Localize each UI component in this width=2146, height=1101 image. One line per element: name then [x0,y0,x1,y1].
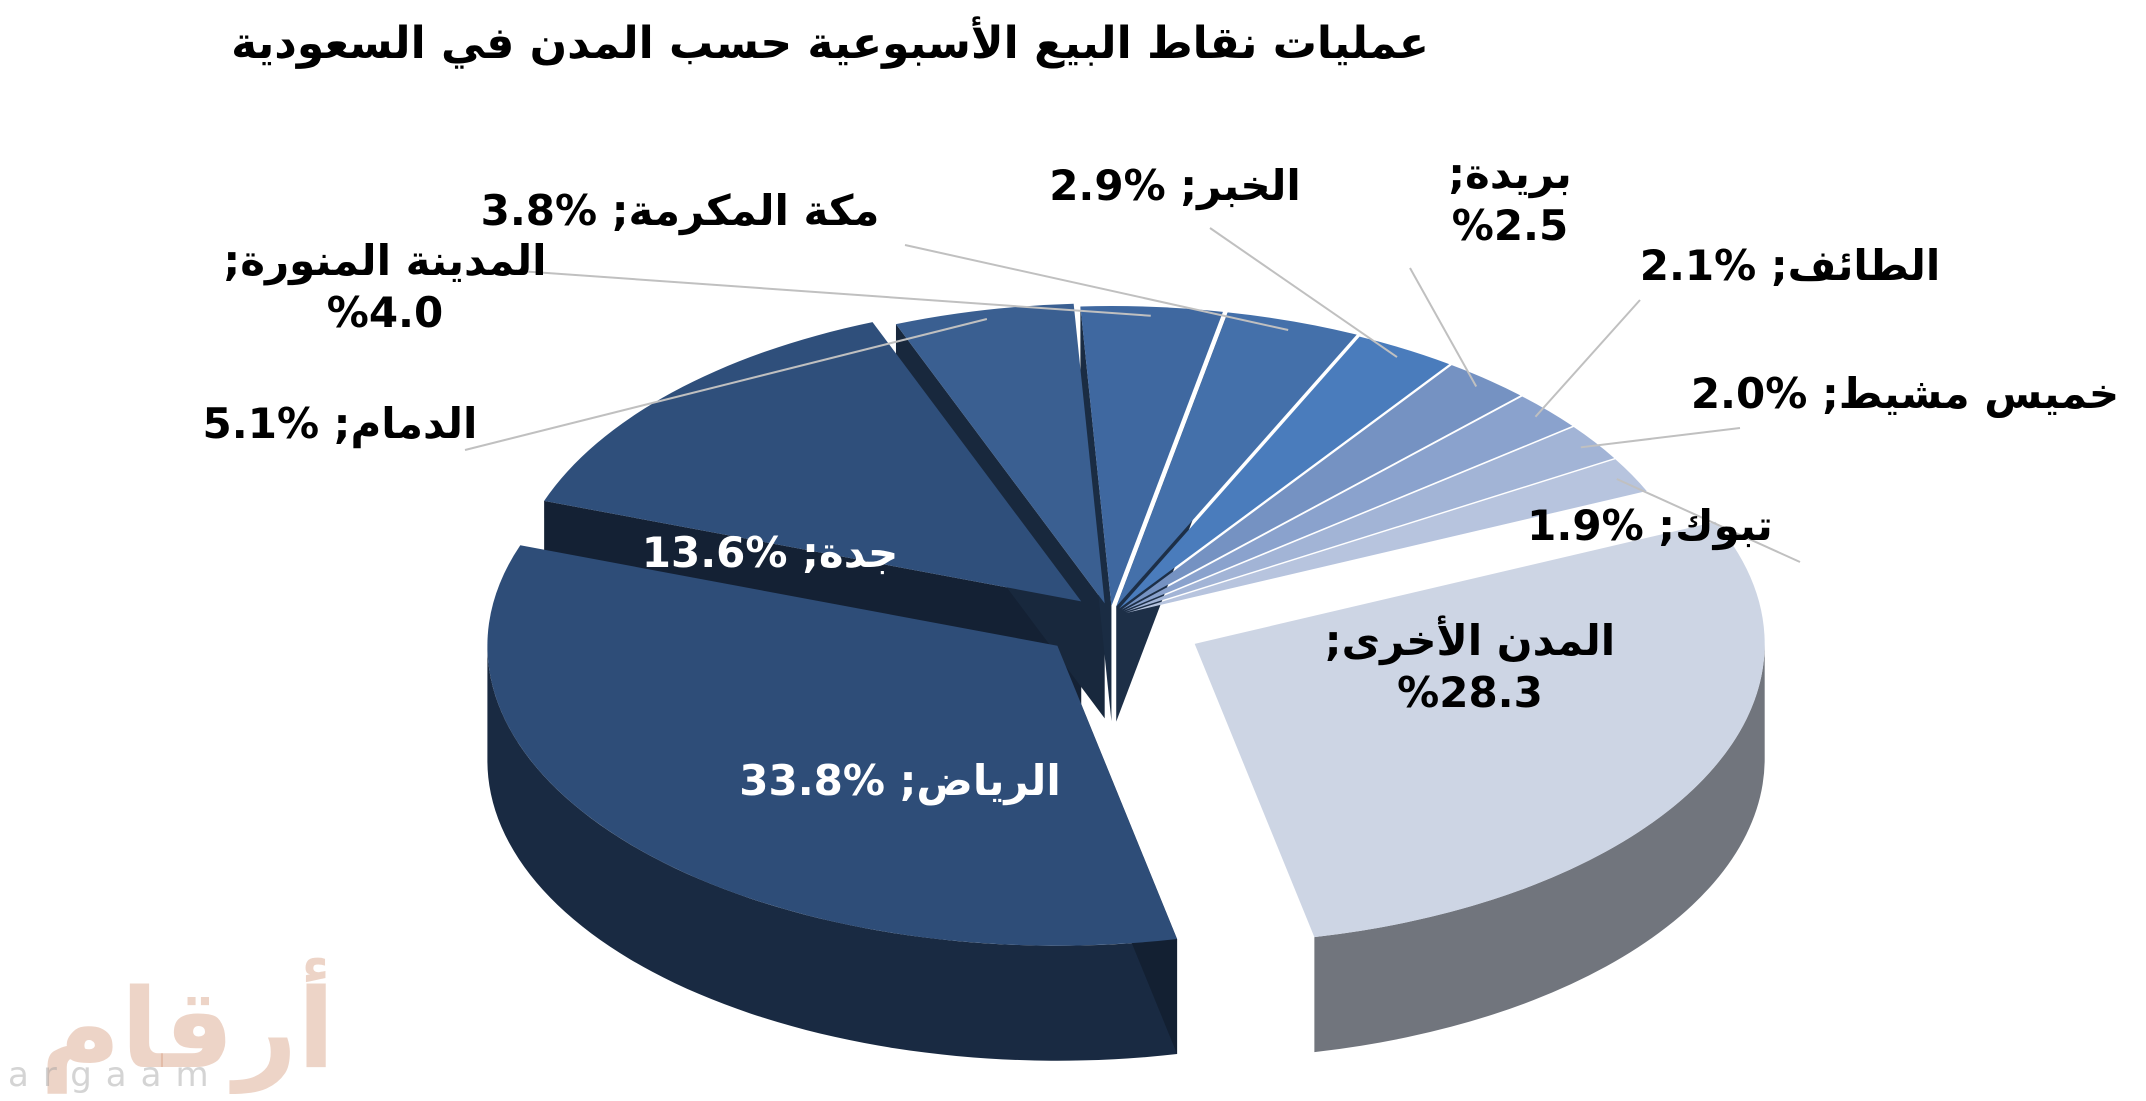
slice-الدمام [895,303,1105,604]
leader-lines [464,227,1801,563]
slice-خميس-مشيط [1124,427,1615,612]
slice-المدينة-المنورة-leader [504,269,1151,317]
slice-المدن-الأخرى [1194,521,1765,938]
slice-المدينة-المنورة [1080,306,1223,607]
slice-الرياض-side [487,645,1178,1061]
slice-جدة-label: جدة; %13.6 [642,528,898,577]
slice-المدينة-المنورة-label: المدينة المنورة; %4.0 [223,236,546,337]
slice-بريدة-label: بريدة; %2.5 [1448,149,1572,250]
slice-الطائف [1123,396,1573,611]
slice-تبوك-label: تبوك; %1.9 [1527,501,1773,551]
slice-خميس-مشيط-leader [1580,427,1741,449]
slice-بريدة [1121,365,1521,610]
slice-الرياض [487,545,1178,946]
slice-مكة-المكرمة [1116,312,1357,607]
slice-تبوك-leader [1616,478,1801,563]
slice-بريدة-leader [1409,267,1478,387]
slice-الدمام-leader [464,318,988,451]
pie-tops [487,303,1765,946]
slice-labels: المدن الأخرى; %28.3 الرياض; %33.8 جدة; %13.… [203,149,2120,806]
slice-المدن-الأخرى-label: المدن الأخرى; %28.3 [1325,615,1615,717]
slice-المدن-الأخرى-side [1314,643,1765,1053]
chart-title: عمليات نقاط البيع الأسبوعية حسب المدن في… [231,18,1429,69]
slice-الخبر-label: الخبر; %2.9 [1049,161,1301,211]
slice-الطائف-label: الطائف; %2.1 [1640,241,1941,290]
slice-تبوك [1125,459,1647,614]
slice-خميس-مشيط-label: خميس مشيط; %2.0 [1691,369,2119,418]
slice-المدينة-المنورة-wall [1080,306,1112,722]
watermark-arabic: أرقام [40,965,335,1093]
slice-الخبر-leader [1209,227,1398,358]
slice-الرياض-label: الرياض; %33.8 [739,756,1060,806]
slice-الخبر [1119,336,1450,609]
argaam-watermark: أرقام argaam [0,965,335,1101]
slice-الطائف-leader [1534,299,1641,418]
slice-الدمام-label: الدمام; %5.1 [203,399,478,449]
slice-مكة-المكرمة-leader [904,244,1289,332]
slice-جدة [544,322,1082,602]
slice-مكة-المكرمة-label: مكة المكرمة; %3.8 [481,186,880,236]
watermark-latin: argaam [8,1055,223,1095]
